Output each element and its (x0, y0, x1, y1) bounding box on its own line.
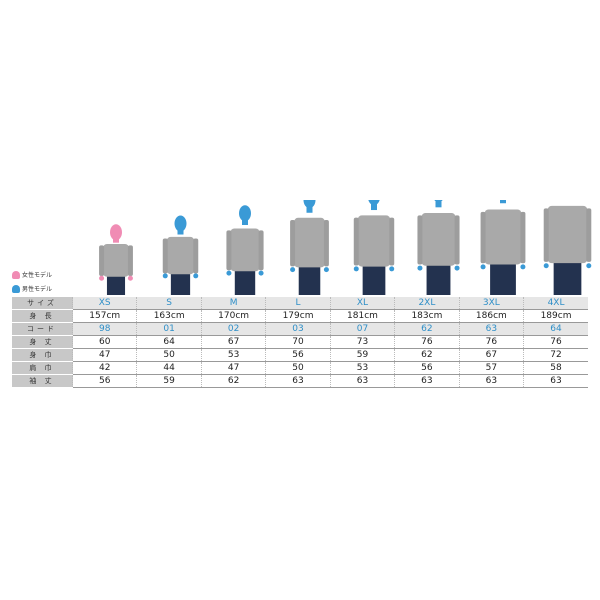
table-cell: 56 (71, 374, 137, 388)
table-row: サイズ XS S M L XL 2XL 3XL 4XL (12, 297, 588, 310)
legend-male: 男性モデル (12, 284, 52, 293)
table-cell: 63 (523, 374, 588, 388)
table-cell: S (136, 297, 202, 310)
table-cell: 42 (71, 361, 137, 375)
table-cell: 76 (458, 335, 524, 349)
table-cell: 63 (329, 374, 395, 388)
table-cell: 67 (200, 335, 266, 349)
table-cell: 56 (394, 361, 460, 375)
table-cell: 98 (71, 322, 137, 336)
table-cell: L (265, 297, 331, 310)
table-cell: 57 (458, 361, 524, 375)
row-header: 身 巾 (12, 348, 73, 362)
model-figure-2XL (417, 200, 460, 295)
table-cell: 64 (136, 335, 202, 349)
table-cell: 62 (394, 322, 460, 336)
table-row: 身 巾 47 50 53 56 59 62 67 72 (12, 348, 588, 362)
table-cell: 73 (329, 335, 395, 349)
male-model-icon (12, 284, 20, 293)
row-header: 身 丈 (12, 335, 73, 349)
table-cell: 63 (394, 374, 460, 388)
model-figure-4XL (543, 205, 592, 295)
table-cell: 64 (523, 322, 588, 336)
table-cell: 63 (265, 374, 331, 388)
table-cell: M (200, 297, 266, 310)
table-cell: 72 (523, 348, 588, 362)
table-cell: 50 (265, 361, 331, 375)
model-figure-XL (353, 200, 395, 295)
table-cell: 67 (458, 348, 524, 362)
table-cell: 3XL (458, 297, 524, 310)
female-model-icon (12, 270, 20, 279)
model-figure-S (162, 215, 199, 295)
table-cell: 47 (71, 348, 137, 362)
table-cell: XL (329, 297, 395, 310)
row-header: 袖 丈 (12, 374, 73, 388)
table-cell: 183cm (394, 309, 460, 323)
table-cell: 59 (136, 374, 202, 388)
model-figure-XS (99, 224, 133, 295)
table-cell: 02 (200, 322, 266, 336)
table-cell: 44 (136, 361, 202, 375)
table-row: 肩 巾 42 44 47 50 53 56 57 58 (12, 361, 588, 375)
table-cell: 53 (329, 361, 395, 375)
table-cell: 50 (136, 348, 202, 362)
table-cell: 01 (136, 322, 202, 336)
table-cell: XS (71, 297, 137, 310)
table-cell: 07 (329, 322, 395, 336)
table-cell: 2XL (394, 297, 460, 310)
legend-female: 女性モデル (12, 270, 52, 279)
table-cell: 4XL (523, 297, 588, 310)
table-cell: 62 (394, 348, 460, 362)
table-row: 袖 丈 56 59 62 63 63 63 63 63 (12, 374, 588, 388)
table-cell: 58 (523, 361, 588, 375)
row-header: 身 長 (12, 309, 73, 323)
model-figure-3XL (480, 200, 526, 295)
table-cell: 59 (329, 348, 395, 362)
table-cell: 186cm (458, 309, 524, 323)
table-cell: 179cm (265, 309, 331, 323)
table-cell: 189cm (523, 309, 588, 323)
model-figure-L (290, 200, 329, 295)
table-cell: 63 (458, 374, 524, 388)
table-cell: 53 (200, 348, 266, 362)
table-cell: 170cm (200, 309, 266, 323)
table-cell: 181cm (329, 309, 395, 323)
table-row: 身 長 157cm 163cm 170cm 179cm 181cm 183cm 186cm 18… (12, 309, 588, 323)
table-cell: 62 (200, 374, 266, 388)
table-cell: 163cm (136, 309, 202, 323)
row-header: コード (12, 322, 73, 336)
table-cell: 76 (523, 335, 588, 349)
table-cell: 70 (265, 335, 331, 349)
table-cell: 03 (265, 322, 331, 336)
model-figures (99, 200, 592, 295)
table-row: 身 丈 60 64 67 70 73 76 76 76 (12, 335, 588, 349)
table-cell: 56 (265, 348, 331, 362)
model-figure-M (226, 205, 264, 295)
table-cell: 76 (394, 335, 460, 349)
table-cell: 60 (71, 335, 137, 349)
table-row: コード 98 01 02 03 07 62 63 64 (12, 322, 588, 336)
size-chart-table: サイズ XS S M L XL 2XL 3XL 4XL 身 長 157cm 163cm 170cm 179… (12, 297, 588, 388)
table-cell: 63 (458, 322, 524, 336)
table-cell: 47 (200, 361, 266, 375)
table-cell: 157cm (71, 309, 137, 323)
row-header: 肩 巾 (12, 361, 73, 375)
row-header: サイズ (12, 297, 73, 310)
